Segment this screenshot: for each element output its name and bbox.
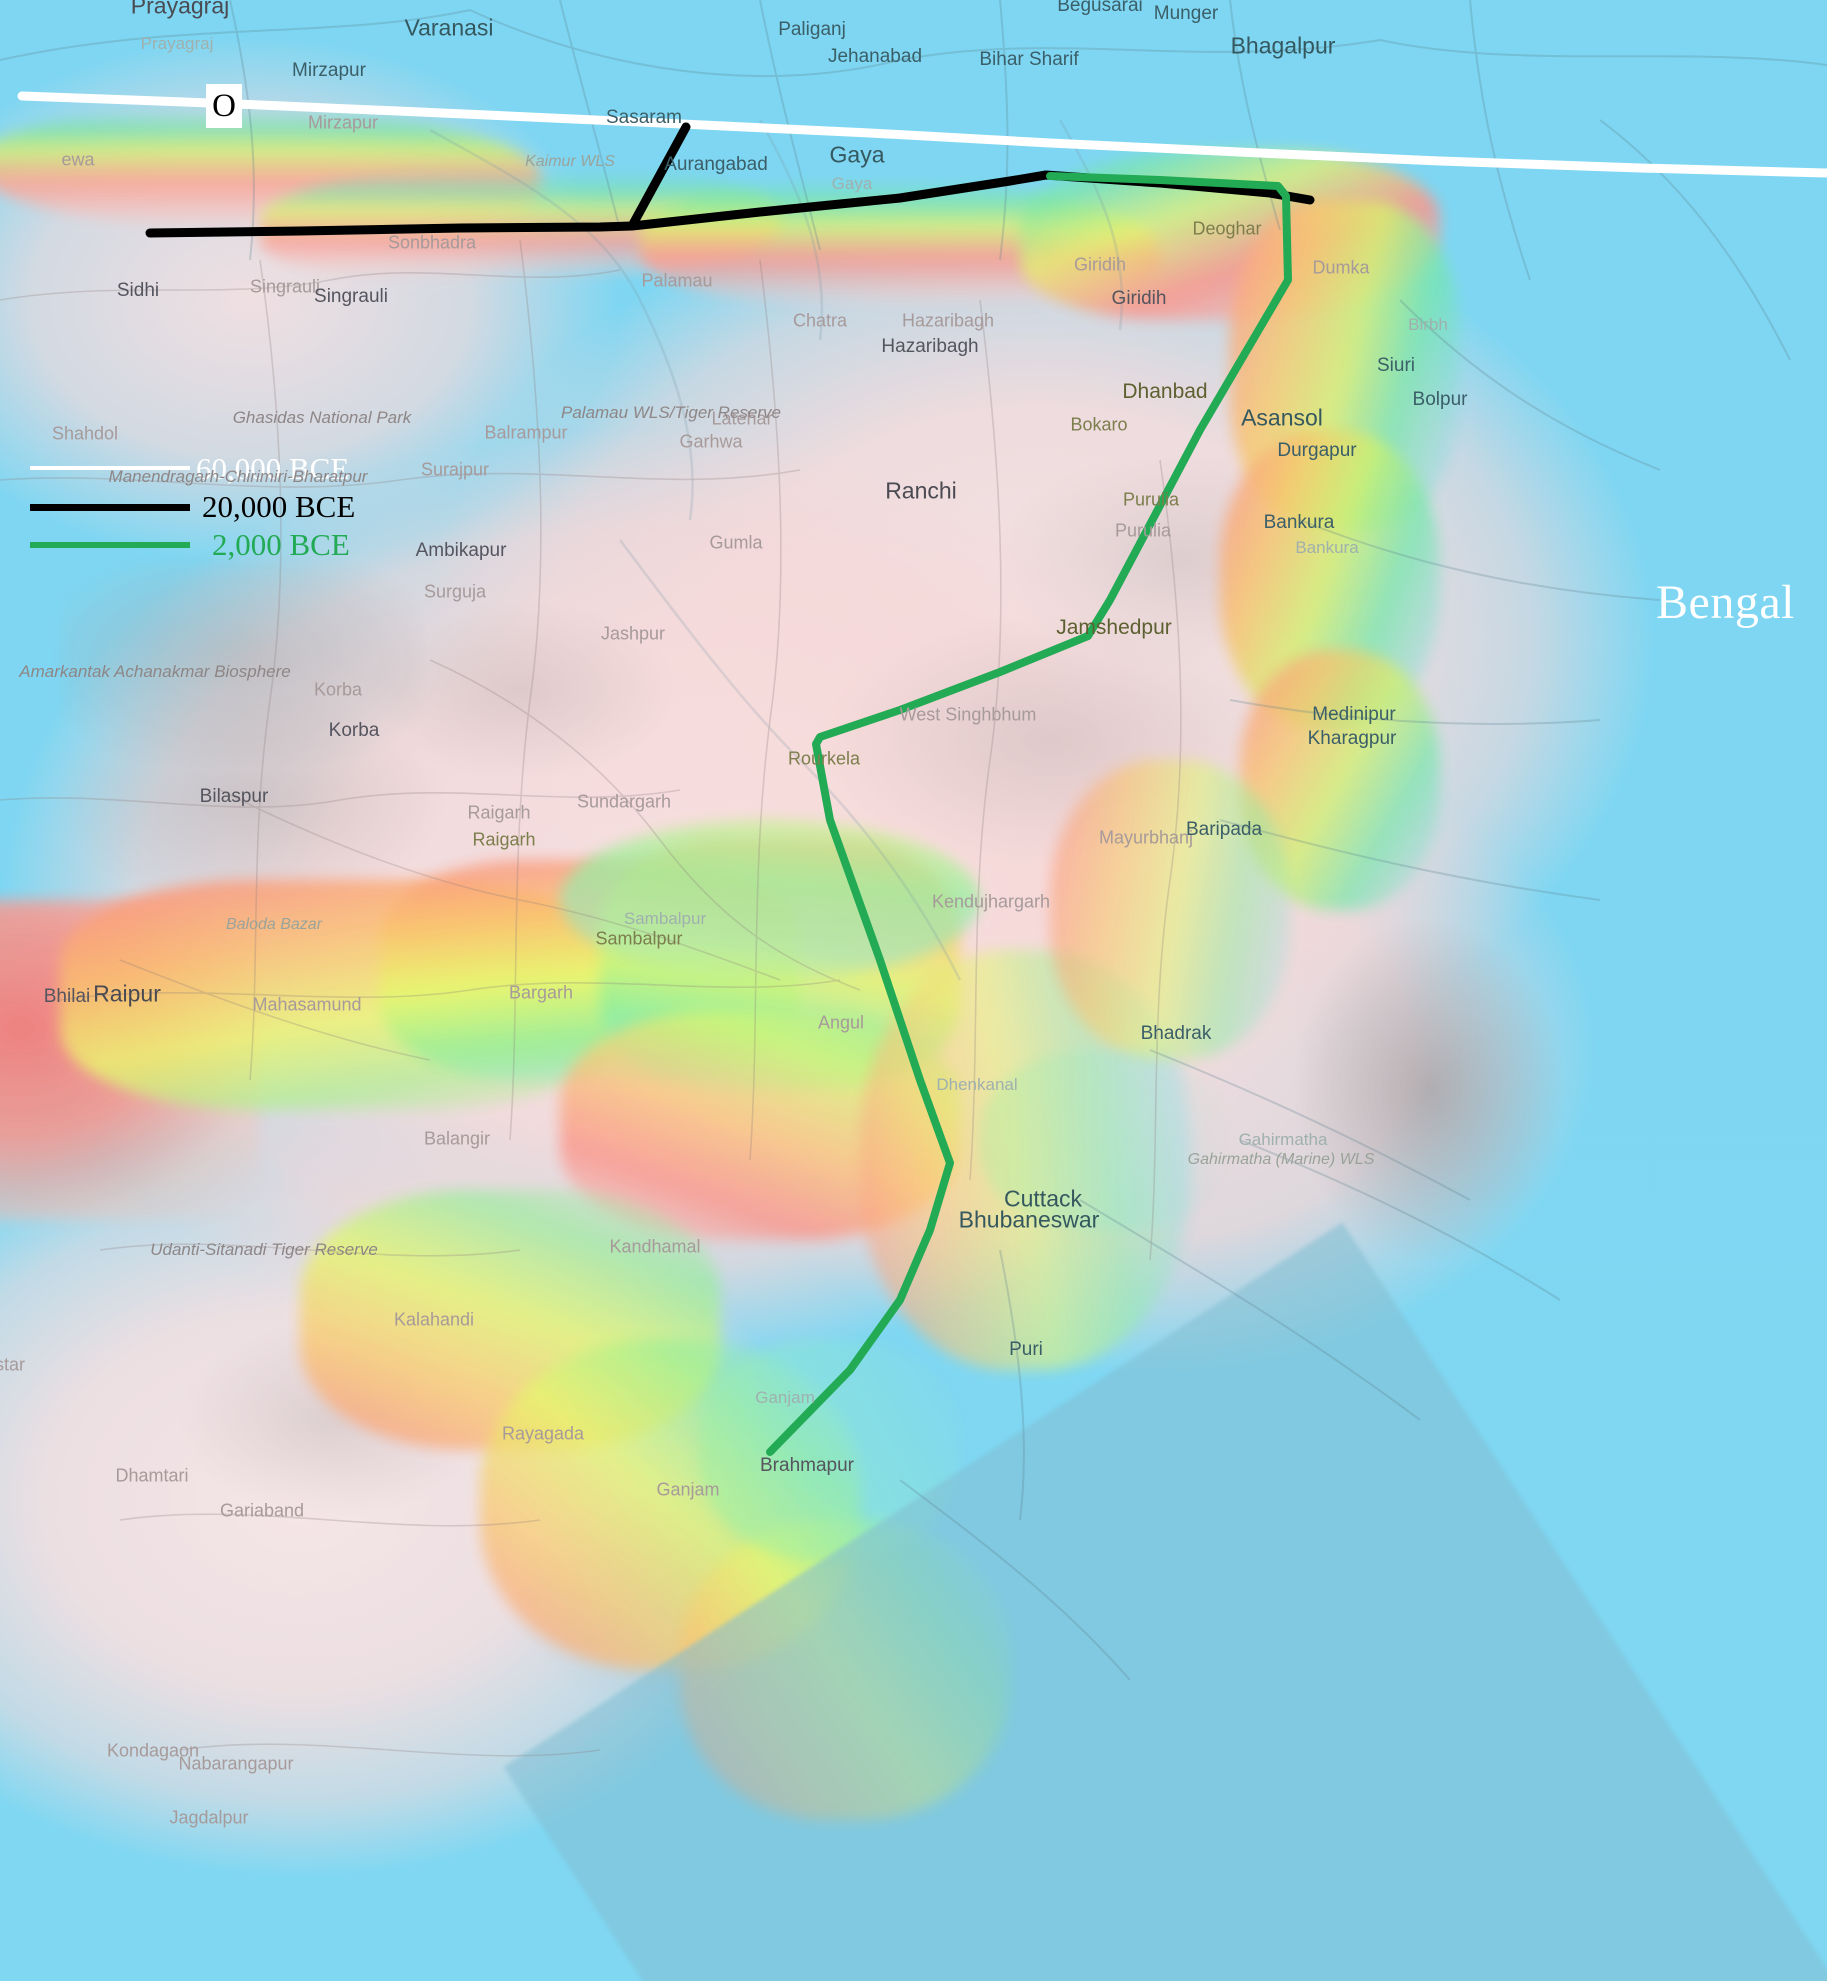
- legend-item-2000-bce: 2,000 BCE: [20, 528, 350, 566]
- legend: 60,000 BCE 20,000 BCE 2,000 BCE: [20, 452, 355, 566]
- legend-item-20000-bce: 20,000 BCE: [20, 490, 355, 528]
- shoreline-20000-bce-spur: [627, 122, 691, 231]
- shoreline-20000-bce-east: [627, 170, 1315, 231]
- shoreline-2000-bce: [766, 172, 1292, 1456]
- ocean-label-bengal: Bengal: [1656, 576, 1795, 629]
- legend-label-60000-bce: 60,000 BCE: [196, 451, 350, 486]
- legend-label-2000-bce: 2,000 BCE: [212, 527, 350, 562]
- shoreline-60000-bce: [17, 91, 1827, 178]
- legend-swatch-20000-bce: [30, 504, 190, 511]
- legend-swatch-60000-bce: [30, 466, 190, 470]
- legend-swatch-2000-bce: [30, 542, 190, 548]
- legend-item-60000-bce: 60,000 BCE: [20, 452, 350, 490]
- shoreline-20000-bce-west: [145, 221, 637, 238]
- legend-label-20000-bce: 20,000 BCE: [202, 489, 356, 524]
- origin-marker: O: [206, 84, 242, 128]
